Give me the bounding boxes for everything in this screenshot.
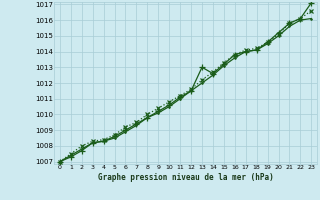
X-axis label: Graphe pression niveau de la mer (hPa): Graphe pression niveau de la mer (hPa) — [98, 173, 274, 182]
